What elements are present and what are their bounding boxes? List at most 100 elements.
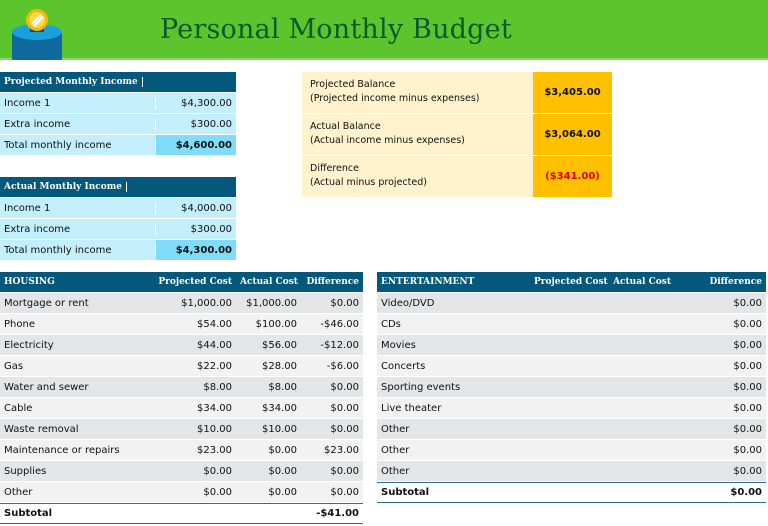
expense-label: Mortgage or rent xyxy=(4,297,89,309)
cost-cell[interactable]: $10.00 xyxy=(262,423,297,435)
table-row: Phone $54.00 $100.00 -$46.00 xyxy=(0,314,363,335)
income-row: Extra income $300.00 xyxy=(0,219,236,240)
table-row: Movies $0.00 xyxy=(377,335,766,356)
income-value[interactable]: $300.00 xyxy=(190,119,232,130)
cost-cell[interactable]: $0.00 xyxy=(733,423,762,435)
cost-cell[interactable]: $8.00 xyxy=(268,381,297,393)
income-value[interactable]: $4,000.00 xyxy=(181,203,232,214)
entertainment-table: ENTERTAINMENT Projected Cost Actual Cost Di… xyxy=(377,272,766,503)
subtotal-row: Subtotal $0.00 xyxy=(377,482,766,503)
cost-cell[interactable]: $54.00 xyxy=(197,318,232,330)
cost-cell[interactable]: -$6.00 xyxy=(326,360,359,372)
income-label: Income 1 xyxy=(0,202,156,214)
income-row: Income 1 $4,300.00 xyxy=(0,93,236,114)
column-header: Difference xyxy=(709,277,762,287)
table-row: Other $0.00 xyxy=(377,419,766,440)
balance-sublabel: (Actual minus projected) xyxy=(310,177,427,188)
expense-label: Concerts xyxy=(381,360,426,372)
balance-label-cell: Actual Balance (Actual income minus expen… xyxy=(302,114,533,155)
cost-cell[interactable]: $34.00 xyxy=(262,402,297,414)
column-header: Difference xyxy=(306,277,359,287)
cost-cell[interactable]: $1,000.00 xyxy=(246,297,297,309)
column-header: Projected Cost xyxy=(158,277,232,287)
cost-cell[interactable]: $0.00 xyxy=(330,465,359,477)
cost-cell[interactable]: $28.00 xyxy=(262,360,297,372)
table-row: Cable $34.00 $34.00 $0.00 xyxy=(0,398,363,419)
subtotal-label: Subtotal xyxy=(381,487,430,498)
table-row: Sporting events $0.00 xyxy=(377,377,766,398)
balance-label: Projected Balance xyxy=(310,79,396,90)
balance-label-cell: Projected Balance (Projected income minus… xyxy=(302,72,533,113)
cost-cell[interactable]: $56.00 xyxy=(262,339,297,351)
table-row: Maintenance or repairs $23.00 $0.00 $23.00 xyxy=(0,440,363,461)
cost-cell[interactable]: $0.00 xyxy=(733,339,762,351)
cost-cell[interactable]: $0.00 xyxy=(268,444,297,456)
cost-cell[interactable]: $44.00 xyxy=(197,339,232,351)
cost-cell[interactable]: $0.00 xyxy=(203,465,232,477)
cost-cell[interactable]: $0.00 xyxy=(330,423,359,435)
income-table-header: Projected Monthly Income xyxy=(0,72,236,93)
income-label: Extra income xyxy=(0,118,156,130)
balance-sublabel: (Projected income minus expenses) xyxy=(310,93,480,104)
income-row: Extra income $300.00 xyxy=(0,114,236,135)
cost-cell[interactable]: $8.00 xyxy=(203,381,232,393)
cost-cell[interactable]: $0.00 xyxy=(733,465,762,477)
table-row: Gas $22.00 $28.00 -$6.00 xyxy=(0,356,363,377)
cost-cell[interactable]: $0.00 xyxy=(733,381,762,393)
cost-cell[interactable]: $1,000.00 xyxy=(181,297,232,309)
table-row: Water and sewer $8.00 $8.00 $0.00 xyxy=(0,377,363,398)
cost-cell[interactable]: $0.00 xyxy=(733,402,762,414)
balance-value[interactable]: ($341.00) xyxy=(533,156,612,197)
cost-cell[interactable]: -$46.00 xyxy=(320,318,359,330)
income-row: Income 1 $4,000.00 xyxy=(0,198,236,219)
income-row: Total monthly income $4,300.00 xyxy=(0,240,236,261)
balance-row: Difference (Actual minus projected) ($341.… xyxy=(302,156,612,198)
column-header: HOUSING xyxy=(4,277,55,287)
subtotal-row: Subtotal -$41.00 xyxy=(0,503,363,524)
expense-label: Cable xyxy=(4,402,33,414)
cost-cell[interactable]: $0.00 xyxy=(733,444,762,456)
cost-cell[interactable]: $0.00 xyxy=(330,381,359,393)
expense-label: Supplies xyxy=(4,465,47,477)
cost-cell[interactable]: $34.00 xyxy=(197,402,232,414)
cost-cell[interactable]: $10.00 xyxy=(197,423,232,435)
expense-label: Other xyxy=(381,444,410,456)
balance-label-cell: Difference (Actual minus projected) xyxy=(302,156,533,197)
balance-row: Actual Balance (Actual income minus expen… xyxy=(302,114,612,156)
actual-income-table: Actual Monthly Income Income 1 $4,000.00 Ex… xyxy=(0,177,236,261)
expense-label: Other xyxy=(4,486,33,498)
cost-cell[interactable]: $0.00 xyxy=(268,465,297,477)
income-value[interactable]: $300.00 xyxy=(190,224,232,235)
cost-cell[interactable]: $22.00 xyxy=(197,360,232,372)
income-value[interactable]: $4,600.00 xyxy=(156,135,236,155)
expense-label: Other xyxy=(381,423,410,435)
table-row: Other $0.00 xyxy=(377,440,766,461)
cost-cell[interactable]: $0.00 xyxy=(330,486,359,498)
cost-cell[interactable]: $0.00 xyxy=(733,297,762,309)
cost-cell[interactable]: $0.00 xyxy=(330,402,359,414)
expense-label: Waste removal xyxy=(4,423,79,435)
cost-cell[interactable]: $23.00 xyxy=(197,444,232,456)
subtotal-value: $0.00 xyxy=(730,487,762,498)
cost-cell[interactable]: $0.00 xyxy=(268,486,297,498)
cost-cell[interactable]: -$12.00 xyxy=(320,339,359,351)
table-row: CDs $0.00 xyxy=(377,314,766,335)
housing-header-row: HOUSING Projected Cost Actual Cost Differen… xyxy=(0,272,363,293)
cost-cell[interactable]: $100.00 xyxy=(255,318,297,330)
balance-value[interactable]: $3,405.00 xyxy=(533,72,612,113)
income-table-title: Actual Monthly Income xyxy=(0,182,128,192)
balance-label: Difference xyxy=(310,163,359,174)
cost-cell[interactable]: $0.00 xyxy=(330,297,359,309)
balance-value[interactable]: $3,064.00 xyxy=(533,114,612,155)
column-header: Actual Cost xyxy=(240,277,298,287)
income-value[interactable]: $4,300.00 xyxy=(181,98,232,109)
income-table-title: Projected Monthly Income xyxy=(0,77,143,87)
cost-cell[interactable]: $0.00 xyxy=(733,318,762,330)
cost-cell[interactable]: $23.00 xyxy=(324,444,359,456)
expense-label: CDs xyxy=(381,318,401,330)
expense-label: Water and sewer xyxy=(4,381,89,393)
cost-cell[interactable]: $0.00 xyxy=(733,360,762,372)
income-value[interactable]: $4,300.00 xyxy=(156,240,236,260)
cost-cell[interactable]: $0.00 xyxy=(203,486,232,498)
balance-sublabel: (Actual income minus expenses) xyxy=(310,135,465,146)
